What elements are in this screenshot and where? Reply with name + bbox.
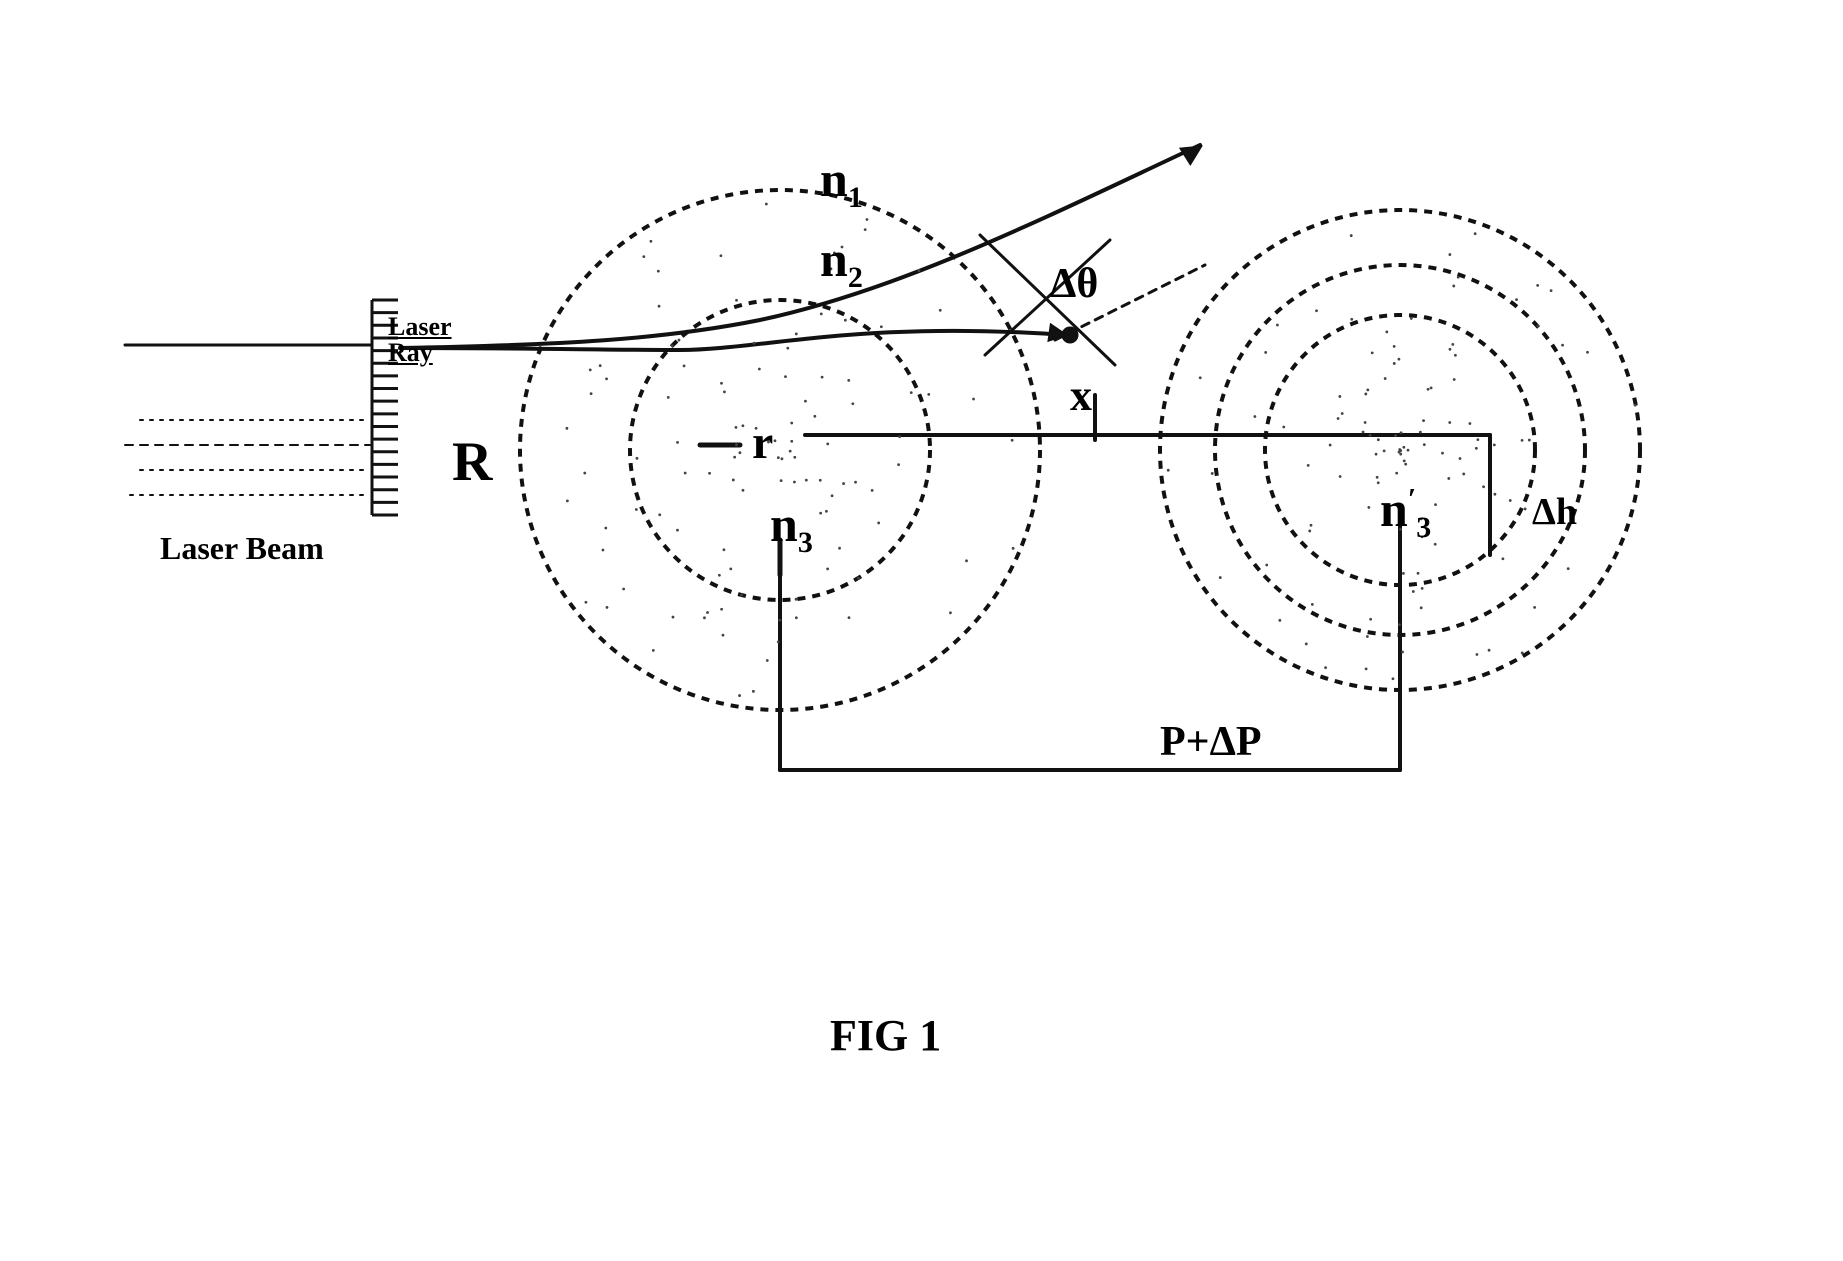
n2-sub: 2 — [848, 261, 863, 294]
n3p-prime: ′ — [1408, 482, 1416, 515]
diagram-stage: Laser Beam Laser Ray R r n1 n2 n3 n′3 Δθ… — [0, 0, 1843, 1261]
n3p-base: n — [1380, 481, 1408, 537]
figure-caption: FIG 1 — [830, 1010, 941, 1061]
label-p-plus-dp: P+ΔP — [1160, 718, 1262, 766]
n3-base: n — [770, 496, 798, 552]
label-big-R: R — [452, 430, 492, 494]
label-delta-h: Δh — [1532, 490, 1577, 534]
label-n3-prime: n′3 — [1380, 480, 1431, 545]
n2-base: n — [820, 231, 848, 287]
label-n1: n1 — [820, 150, 863, 215]
label-n3: n3 — [770, 495, 813, 560]
n1-base: n — [820, 151, 848, 207]
label-delta-theta: Δθ — [1050, 260, 1098, 308]
n3p-sub: 3 — [1416, 511, 1431, 544]
diagram-svg — [0, 0, 1843, 1261]
arrowhead — [1180, 146, 1202, 165]
n1-sub: 1 — [848, 181, 863, 214]
scan-noise-dots — [565, 203, 1636, 697]
label-small-r: r — [752, 415, 773, 470]
label-ray: Ray — [388, 338, 433, 368]
label-laser-beam: Laser Beam — [160, 530, 324, 567]
label-x: x — [1070, 370, 1092, 421]
path-ray_far — [400, 145, 1200, 348]
n3-sub: 3 — [798, 526, 813, 559]
label-n2: n2 — [820, 230, 863, 295]
